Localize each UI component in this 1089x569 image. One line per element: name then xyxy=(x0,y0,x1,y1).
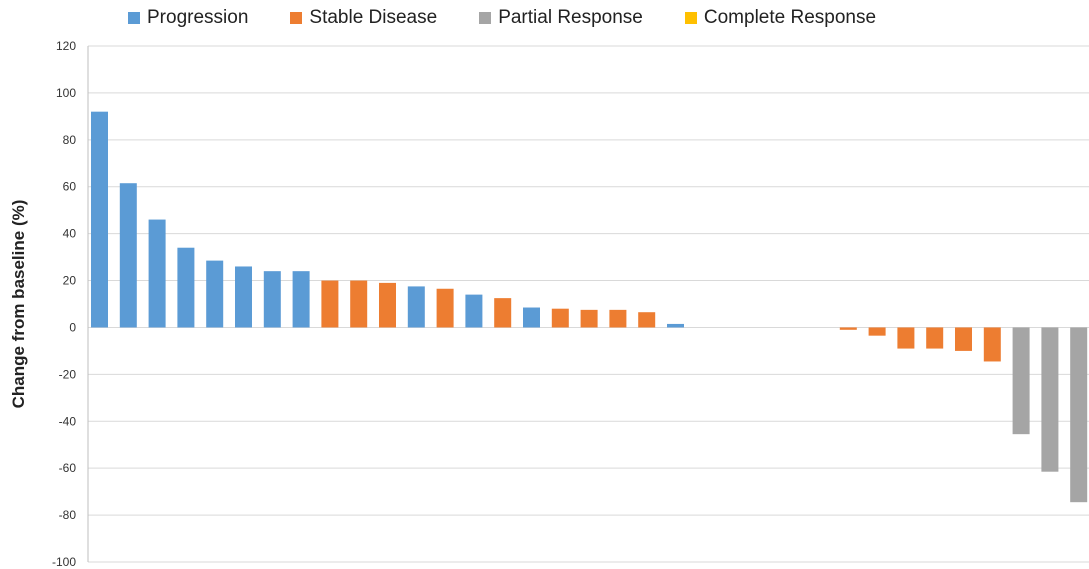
bar xyxy=(983,327,1001,362)
bar xyxy=(551,308,569,328)
bar xyxy=(667,323,684,328)
y-axis-ticks: 120 100 80 60 40 20 0 -20 -40 -60 -80 -100 xyxy=(52,39,76,569)
legend-item-partial-response: Partial Response xyxy=(479,7,643,29)
bar xyxy=(148,219,166,328)
y-tick-label: -80 xyxy=(59,508,77,522)
bar xyxy=(91,111,108,328)
bar xyxy=(897,327,915,349)
legend-swatch-complete-response xyxy=(684,12,697,24)
legend-item-progression: Progression xyxy=(128,7,248,29)
bar xyxy=(321,280,339,328)
legend-item-complete-response: Complete Response xyxy=(684,7,877,29)
y-tick-label: 120 xyxy=(56,39,76,53)
y-tick-label: -40 xyxy=(59,414,77,428)
bar xyxy=(407,286,425,328)
y-tick-label: 60 xyxy=(63,180,77,194)
bar xyxy=(177,247,195,328)
bar xyxy=(465,294,483,328)
legend-item-stable-disease: Stable Disease xyxy=(290,7,437,29)
legend-swatch-stable-disease xyxy=(290,12,303,24)
bar xyxy=(839,327,857,330)
bar xyxy=(638,312,656,328)
legend-label-progression: Progression xyxy=(147,7,249,28)
bar xyxy=(1012,327,1030,435)
bar xyxy=(235,266,252,328)
bar xyxy=(494,298,512,328)
bar xyxy=(206,260,224,328)
y-tick-label: -100 xyxy=(52,555,76,569)
y-tick-label: 40 xyxy=(63,227,77,241)
y-tick-label: 80 xyxy=(63,133,77,147)
bar xyxy=(436,288,454,328)
y-tick-label: 100 xyxy=(56,86,76,100)
bar xyxy=(523,307,540,328)
legend-label-partial-response: Partial Response xyxy=(498,7,643,28)
legend-label-complete-response: Complete Response xyxy=(703,7,877,28)
bar xyxy=(1041,327,1059,472)
y-axis-label: Change from baseline (%) xyxy=(9,200,28,409)
grid-lines xyxy=(88,45,1089,563)
y-tick-label: 0 xyxy=(69,320,76,334)
bar xyxy=(580,309,598,328)
bar xyxy=(1070,327,1088,503)
bar xyxy=(350,280,368,328)
bar xyxy=(379,282,396,328)
bar xyxy=(292,271,310,328)
bar xyxy=(609,309,627,328)
bar-series xyxy=(91,111,1088,503)
y-tick-label: 20 xyxy=(63,274,77,288)
y-tick-label: -20 xyxy=(59,367,77,381)
bar xyxy=(926,327,944,349)
y-tick-label: -60 xyxy=(59,461,77,475)
legend-swatch-partial-response xyxy=(479,12,492,24)
bar xyxy=(119,183,137,328)
legend-swatch-progression xyxy=(128,12,140,24)
bar xyxy=(263,271,281,328)
bar xyxy=(955,327,972,351)
bar xyxy=(868,327,886,336)
chart-legend: Progression Stable Disease Partial Respo… xyxy=(128,7,918,29)
legend-label-stable-disease: Stable Disease xyxy=(309,7,438,28)
